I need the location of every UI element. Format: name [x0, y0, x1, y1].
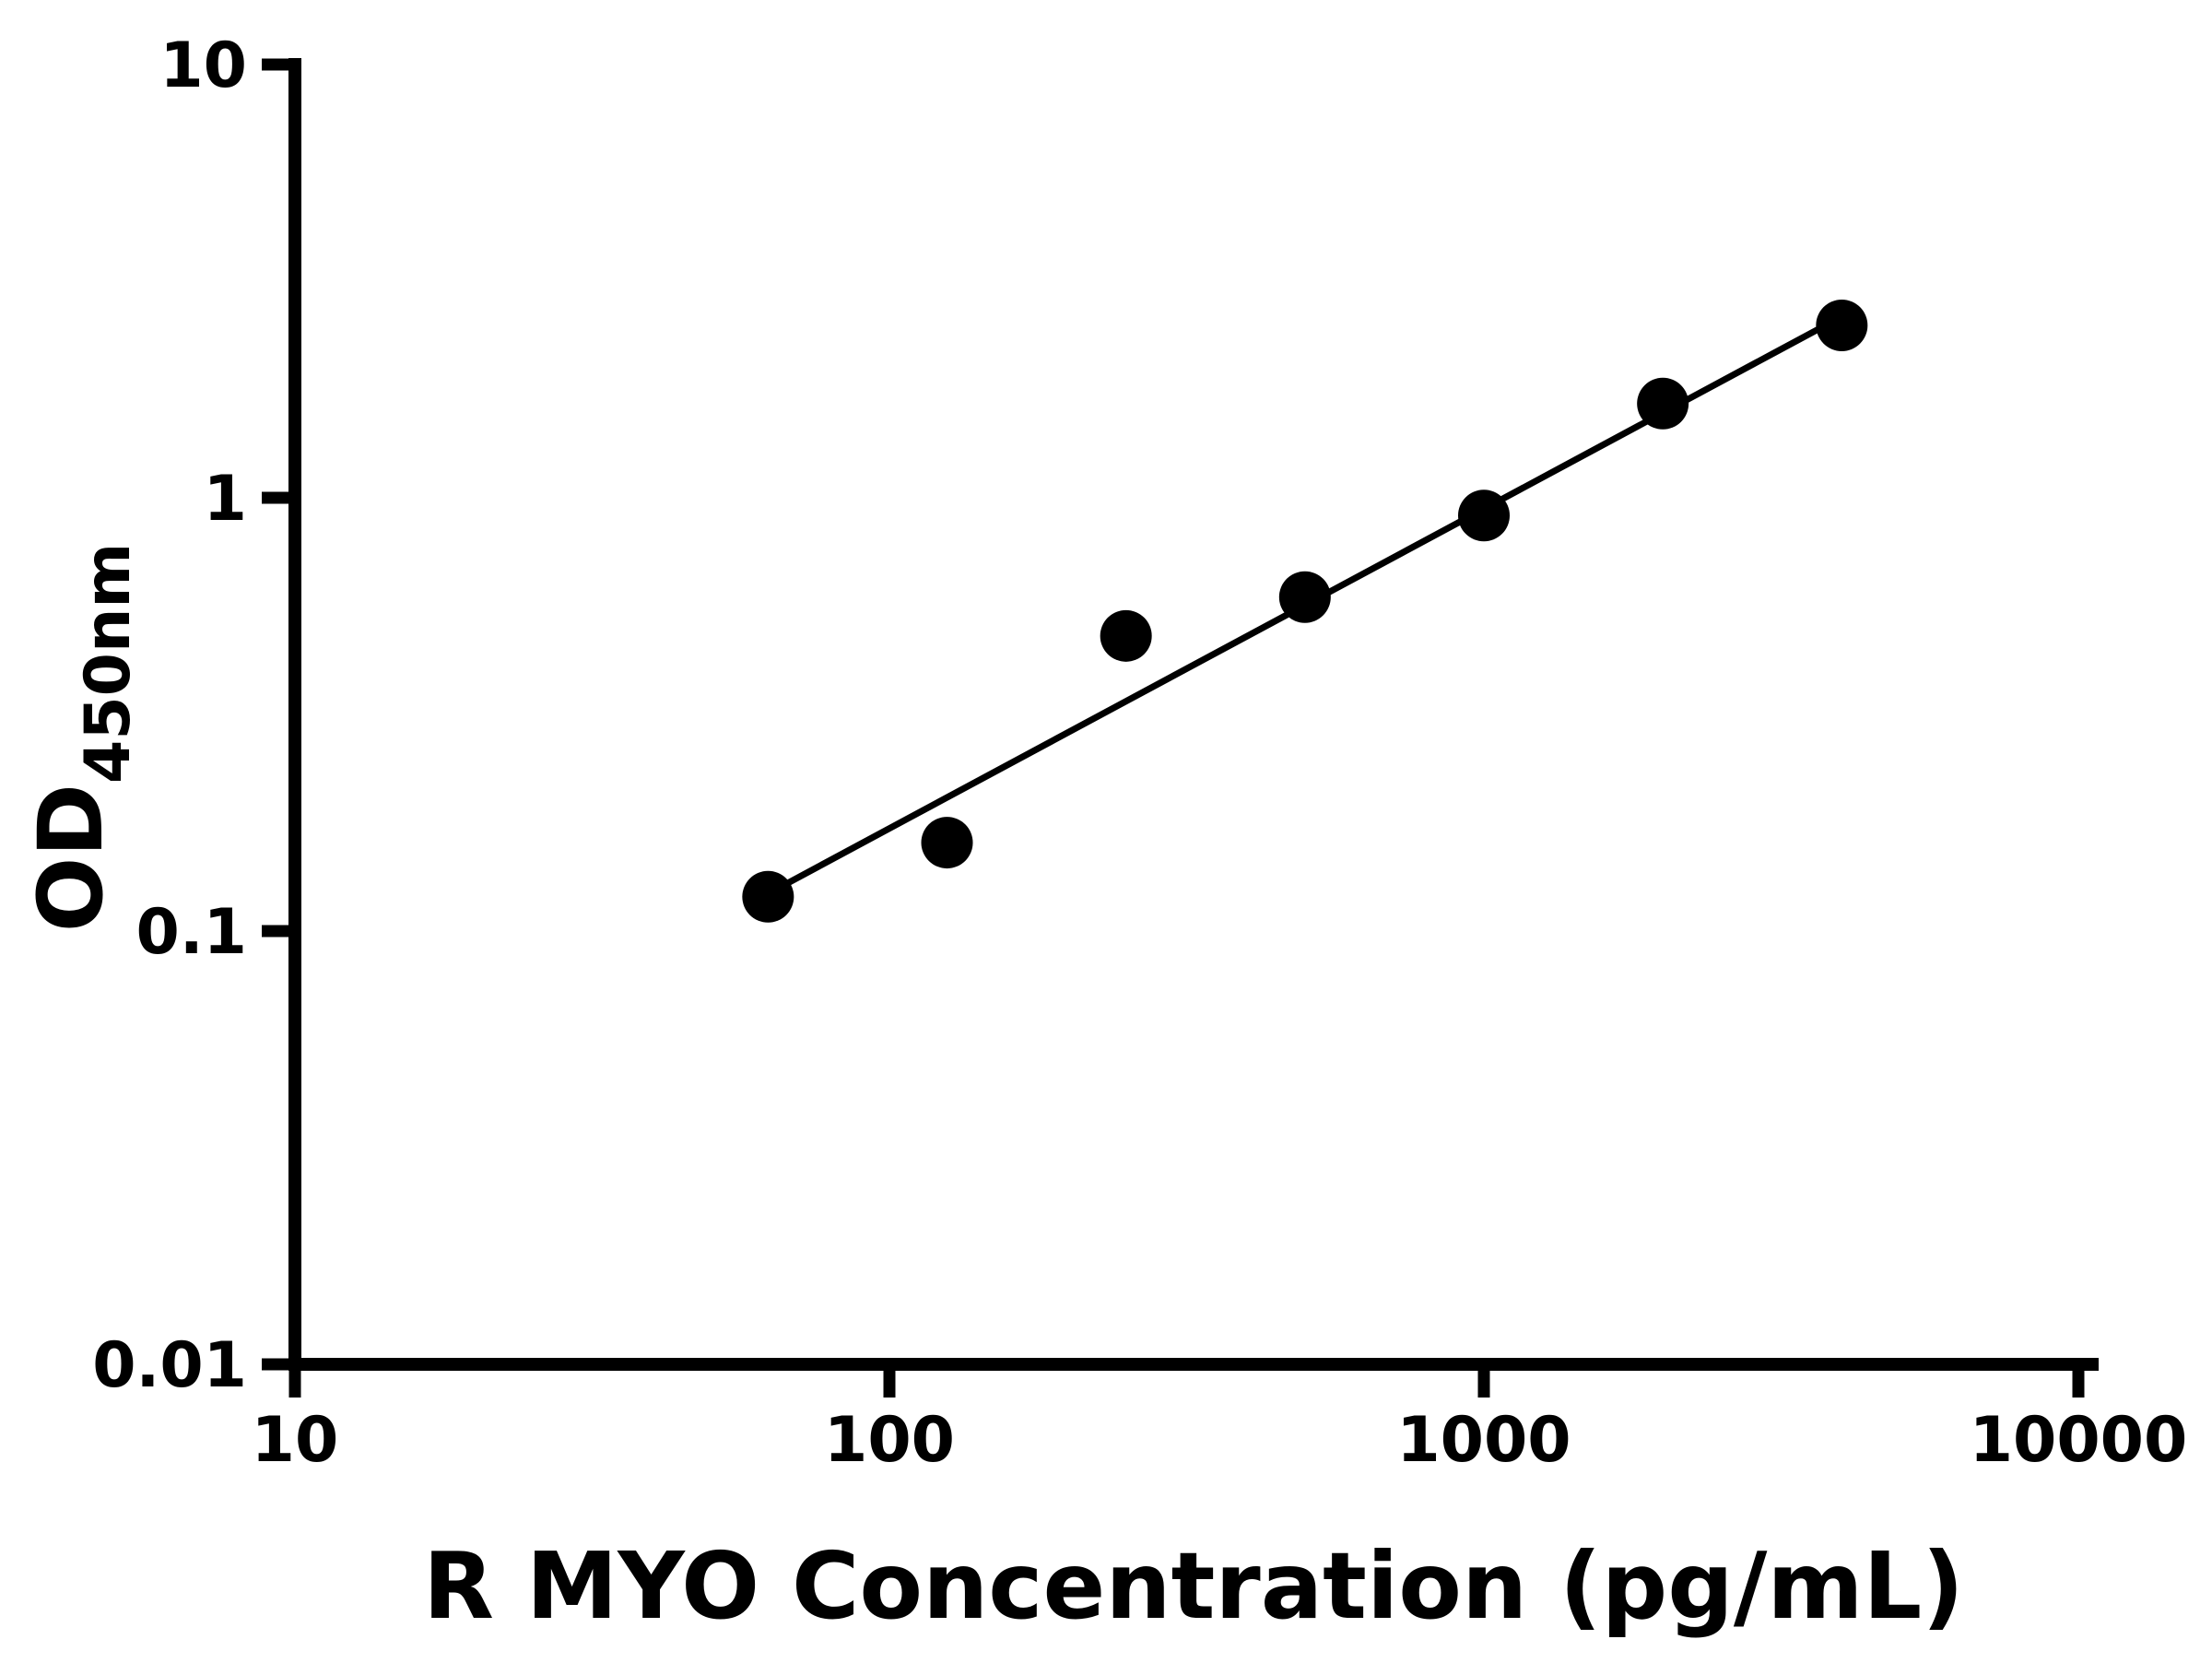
axes [288, 58, 2099, 1371]
x-tick-label: 100 [824, 1404, 955, 1477]
y-tick-label: 1 [204, 463, 247, 536]
y-axis-title-main: OD [19, 784, 123, 932]
tick-labels: 10 100 1000 10000 0.01 0.1 1 10 [92, 29, 2187, 1477]
plot-series [742, 299, 1868, 923]
y-tick-label: 10 [159, 29, 247, 102]
data-point [1637, 377, 1689, 430]
data-point [1100, 609, 1152, 662]
x-tick-label: 1000 [1396, 1404, 1571, 1477]
data-point [1816, 299, 1868, 351]
y-axis-title-sub: 450nm [72, 543, 145, 784]
axis-lines [288, 58, 2099, 1371]
y-tick-label: 0.1 [136, 896, 247, 969]
x-tick-label: 10 [252, 1404, 339, 1477]
y-tick-label: 0.01 [92, 1329, 247, 1402]
data-point [921, 817, 973, 869]
y-axis-title: OD450nm [19, 543, 145, 933]
data-point [742, 870, 794, 923]
data-point [1278, 571, 1331, 623]
tick-marks [262, 58, 2085, 1398]
x-axis-title: R MYO Concentration (pg/mL) [423, 1532, 1964, 1640]
x-tick-label: 10000 [1970, 1404, 2188, 1477]
data-point [1458, 489, 1510, 542]
